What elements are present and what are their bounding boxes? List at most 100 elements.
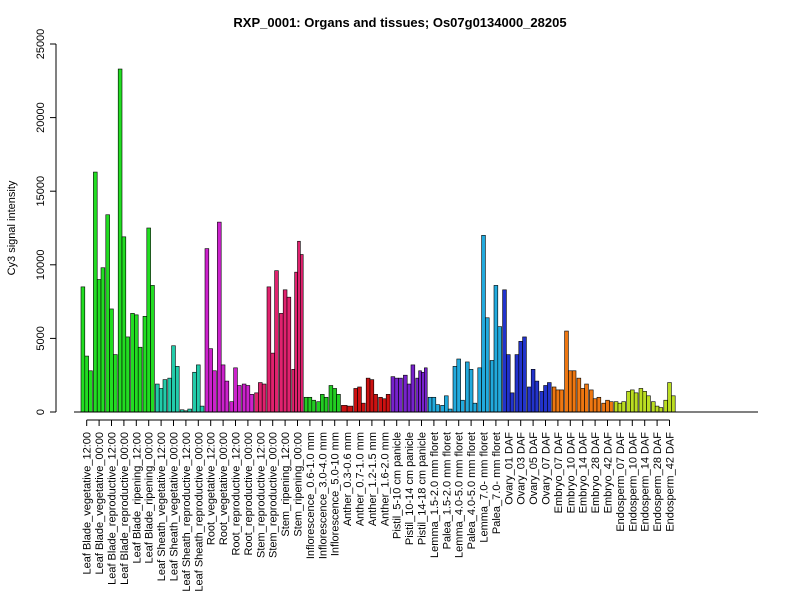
- bar: [431, 396, 437, 413]
- x-tick-label: Lemma_1.5-2.0 mm floret: [429, 432, 441, 558]
- bar: [100, 267, 106, 413]
- bar: [109, 308, 114, 413]
- x-tick-label: Leaf Blade_ripening_12:00: [131, 432, 143, 564]
- bar: [341, 405, 348, 413]
- x-tick-label: Anther_0.7-1.0 mm: [355, 432, 367, 526]
- bar: [390, 376, 396, 413]
- bar: [559, 389, 564, 413]
- bar: [477, 367, 482, 413]
- x-tick-label: Stem_reproductive_00:00: [268, 432, 280, 558]
- bar: [506, 354, 511, 413]
- x-tick-label: Endosperm_42 DAF: [665, 432, 677, 532]
- bar: [369, 379, 375, 413]
- x-tick-label: Palea_1.5-2.0 mm floret: [441, 432, 453, 549]
- x-tick-label: Root_reproductive_12:00: [231, 432, 243, 556]
- bar: [353, 388, 358, 413]
- bar: [564, 330, 569, 413]
- x-tick-label: Embryo_14 DAF: [578, 432, 590, 514]
- x-tick-label: Endosperm_07 DAF: [615, 432, 627, 532]
- bar: [497, 326, 502, 413]
- y-axis-title: Cy3 signal intensity: [6, 180, 18, 275]
- bar: [258, 382, 263, 413]
- bar: [274, 270, 279, 413]
- bar: [297, 240, 301, 413]
- bar: [212, 370, 217, 413]
- bar: [307, 396, 313, 413]
- bar: [286, 296, 292, 413]
- x-tick-label: Inflorescence_3.0-4.0 mm: [317, 432, 329, 559]
- bar: [394, 377, 399, 413]
- bar: [617, 402, 623, 413]
- bar: [382, 398, 387, 413]
- x-tick-label: Leaf Blade_vegetative_00:00: [94, 432, 106, 575]
- x-tick-label: Leaf Sheath_vegetative_12:00: [156, 432, 168, 581]
- bar: [311, 399, 316, 413]
- x-tick-label: Inflorescence_5.0-10 mm: [330, 432, 342, 556]
- bar: [291, 369, 295, 413]
- bar: [589, 389, 594, 413]
- x-tick-label: Leaf Blade_reproductive_12:00: [107, 432, 119, 585]
- bar: [543, 385, 548, 413]
- bar: [303, 396, 309, 413]
- x-tick-label: Palea_7.0- mm floret: [491, 432, 503, 534]
- bar: [630, 389, 635, 413]
- x-tick-label: Endosperm_14 DAF: [640, 432, 652, 532]
- bar: [421, 371, 425, 413]
- bar: [468, 369, 474, 413]
- bars-layer: [80, 68, 676, 413]
- bar: [452, 366, 458, 413]
- bar: [175, 366, 180, 413]
- bar: [294, 271, 298, 413]
- bar: [93, 171, 98, 413]
- bar: [361, 402, 366, 413]
- bar: [539, 391, 544, 413]
- bar: [576, 377, 582, 413]
- bar: [551, 386, 557, 413]
- bar: [530, 369, 536, 413]
- bar: [410, 364, 416, 413]
- x-tick-label: Endosperm_28 DAF: [652, 432, 664, 532]
- x-tick-label: Leaf Sheath_reproductive_00:00: [193, 432, 205, 592]
- bar: [266, 286, 272, 413]
- bar: [113, 354, 118, 413]
- y-tick-label: 10000: [35, 250, 47, 281]
- bar: [415, 377, 419, 413]
- x-tick-label: Root_vegetative_12:00: [206, 432, 218, 545]
- bar: [642, 391, 647, 413]
- bar: [229, 401, 234, 413]
- bar: [125, 336, 130, 413]
- bar: [592, 398, 598, 413]
- x-tick-label: Stem_reproductive_12:00: [255, 432, 267, 558]
- bar: [654, 405, 660, 413]
- bar: [254, 392, 259, 413]
- bar: [667, 382, 672, 413]
- bar: [121, 236, 127, 413]
- bar: [418, 370, 422, 413]
- bar: [224, 380, 230, 413]
- bar: [134, 314, 139, 413]
- x-tick-label: Anther_1.6-2.0 mm: [379, 432, 391, 526]
- bar: [646, 395, 651, 413]
- bar: [601, 402, 606, 413]
- bar: [217, 221, 222, 413]
- x-tick-label: Stem_ripening_12:00: [280, 432, 292, 537]
- bar: [527, 386, 532, 413]
- bar: [427, 396, 433, 413]
- bar: [220, 364, 226, 413]
- x-tick-label: Ovary_05 DAF: [528, 432, 540, 505]
- bar: [605, 399, 610, 413]
- bar: [204, 248, 210, 413]
- bar: [626, 391, 631, 413]
- bar: [158, 388, 164, 413]
- bar: [440, 405, 445, 413]
- bar: [167, 377, 172, 413]
- bar: [571, 370, 577, 413]
- x-tick-label: Leaf Blade_vegetative_12:00: [82, 432, 94, 575]
- bar: [357, 386, 362, 413]
- bar: [555, 389, 561, 413]
- bar: [300, 254, 304, 413]
- bar: [596, 396, 602, 413]
- bar: [621, 401, 626, 413]
- bar: [534, 380, 540, 413]
